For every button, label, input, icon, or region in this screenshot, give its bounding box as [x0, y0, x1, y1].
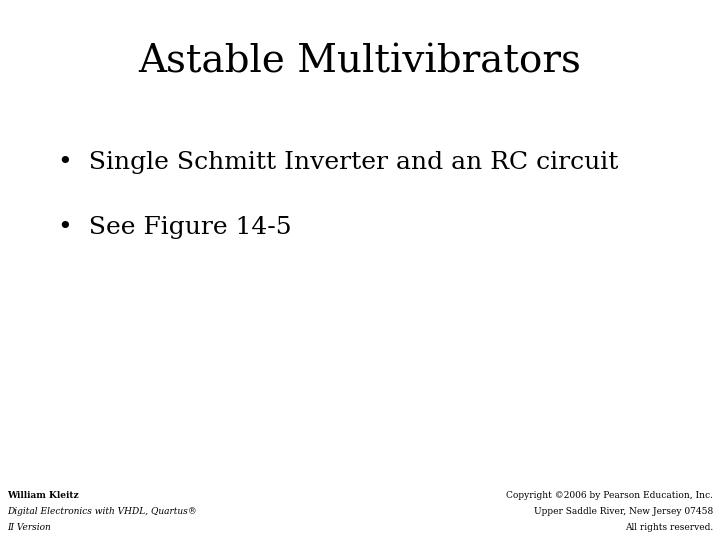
- Text: William Kleitz: William Kleitz: [7, 490, 78, 500]
- Text: Copyright ©2006 by Pearson Education, Inc.: Copyright ©2006 by Pearson Education, In…: [505, 490, 713, 500]
- Text: II Version: II Version: [7, 523, 51, 532]
- Text: All rights reserved.: All rights reserved.: [624, 523, 713, 532]
- Text: Digital Electronics with VHDL, Quartus®: Digital Electronics with VHDL, Quartus®: [7, 507, 197, 516]
- Text: •  See Figure 14-5: • See Figure 14-5: [58, 216, 291, 239]
- Text: Astable Multivibrators: Astable Multivibrators: [138, 43, 582, 80]
- Text: Upper Saddle River, New Jersey 07458: Upper Saddle River, New Jersey 07458: [534, 507, 713, 516]
- Text: •  Single Schmitt Inverter and an RC circuit: • Single Schmitt Inverter and an RC circ…: [58, 151, 618, 174]
